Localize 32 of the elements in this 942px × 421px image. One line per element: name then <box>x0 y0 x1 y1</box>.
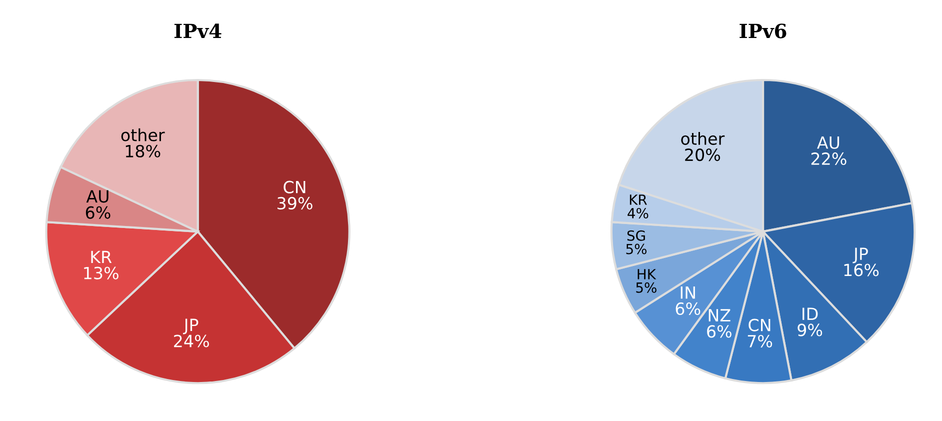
data-label: 13% <box>84 266 118 280</box>
slice-label: JP <box>852 248 868 264</box>
data-label: 39% <box>278 196 312 210</box>
slice-label: CN <box>284 180 306 194</box>
slice-label: HK <box>638 269 656 280</box>
chart-title: IPv4 <box>174 24 222 38</box>
data-label: 20% <box>685 148 720 162</box>
slice-label: AU <box>86 190 108 203</box>
slice-label: IN <box>680 286 695 299</box>
slice-label: SG <box>627 230 645 241</box>
data-label: 9% <box>798 324 822 336</box>
slice-label: other <box>121 128 165 142</box>
data-label: 18% <box>126 144 160 158</box>
slice-label: NZ <box>708 309 730 322</box>
data-label: 24% <box>174 334 209 348</box>
slice-label: KR <box>630 194 647 205</box>
slice-label: KR <box>91 250 112 263</box>
data-label: 6% <box>707 325 732 338</box>
data-label: 5% <box>636 282 656 293</box>
data-label: 5% <box>626 244 647 254</box>
data-label: 6% <box>676 302 700 315</box>
slice-label: AU <box>817 136 840 149</box>
slice-label: JP <box>183 318 198 334</box>
data-label: 7% <box>748 334 772 348</box>
data-label: 16% <box>844 264 879 276</box>
slice-label: CN <box>748 318 770 332</box>
data-label: 22% <box>811 152 846 166</box>
slice-label: other <box>681 132 725 145</box>
slice-label: ID <box>802 308 818 320</box>
chart-title: IPv6 <box>740 24 786 38</box>
data-label: 6% <box>86 206 110 219</box>
data-label: 4% <box>628 208 648 218</box>
